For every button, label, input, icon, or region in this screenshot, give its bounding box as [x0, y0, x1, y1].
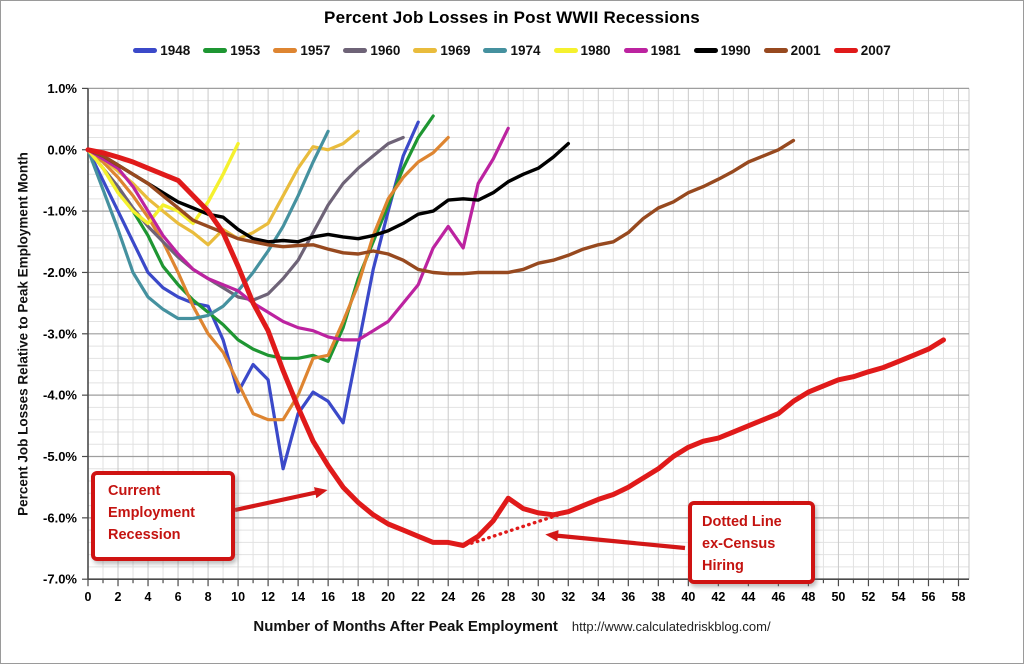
series-line-2007 — [85, 147, 946, 548]
legend-item-1974: 1974 — [483, 43, 541, 58]
svg-text:44: 44 — [741, 590, 755, 604]
svg-text:0: 0 — [85, 590, 92, 604]
legend-label: 1957 — [300, 43, 331, 58]
svg-text:12: 12 — [261, 590, 275, 604]
legend-item-1957: 1957 — [273, 43, 330, 58]
legend-swatch-1990 — [693, 48, 718, 53]
legend-item-1953: 1953 — [203, 43, 260, 58]
series-line-1990 — [86, 141, 570, 244]
svg-text:26: 26 — [471, 590, 485, 604]
svg-text:40: 40 — [681, 590, 695, 604]
arrow-current-recession — [234, 487, 328, 513]
svg-text:32: 32 — [561, 590, 575, 604]
svg-text:0.0%: 0.0% — [47, 142, 77, 157]
svg-text:2: 2 — [115, 590, 122, 604]
svg-text:-6.0%: -6.0% — [43, 510, 77, 525]
svg-text:56: 56 — [922, 590, 936, 604]
series-line-1974 — [86, 129, 330, 321]
legend-swatch-2007 — [833, 48, 858, 53]
legend-label: 1981 — [650, 43, 681, 58]
svg-text:20: 20 — [381, 590, 395, 604]
series-line-1957 — [86, 135, 450, 422]
legend: 1948 1953 1957 1960 1969 1974 1980 1981 1990 2001… — [1, 43, 1023, 58]
legend-swatch-1981 — [623, 48, 648, 53]
svg-text:-3.0%: -3.0% — [43, 326, 77, 341]
legend-swatch-1960 — [343, 48, 368, 53]
svg-text:42: 42 — [711, 590, 725, 604]
y-axis-label: Percent Job Losses Relative to Peak Empl… — [15, 152, 31, 516]
legend-label: 1960 — [370, 43, 401, 58]
x-axis-label-row: Number of Months After Peak Employment h… — [1, 618, 1023, 635]
legend-item-1969: 1969 — [413, 43, 470, 58]
annotation-arrows — [234, 487, 686, 551]
legend-label: 1974 — [510, 43, 541, 58]
svg-text:54: 54 — [892, 590, 906, 604]
tick-labels-y: 1.0% 0.0% -1.0% -2.0% -3.0% -4.0% -5.0% -6.0% -7… — [43, 81, 77, 587]
arrow-dotted-ex-census — [545, 530, 686, 551]
legend-item-1990: 1990 — [693, 43, 751, 58]
svg-text:24: 24 — [441, 590, 455, 604]
annotation-dotted-ex-census: Dotted Line ex-Census Hiring — [688, 501, 815, 584]
svg-text:-7.0%: -7.0% — [43, 572, 77, 587]
svg-text:-4.0%: -4.0% — [43, 388, 77, 403]
svg-text:18: 18 — [351, 590, 365, 604]
legend-swatch-1980 — [553, 48, 578, 53]
site-url: http://www.calculatedriskblog.com/ — [571, 619, 771, 634]
legend-label: 1948 — [160, 43, 191, 58]
legend-swatch-1957 — [273, 48, 298, 53]
legend-swatch-1974 — [483, 48, 508, 53]
legend-swatch-1953 — [203, 48, 228, 53]
tick-labels-x: 0 2 4 6 8 10 12 14 16 18 20 22 24 26 28 30 32 34 36 38 40 42 4… — [85, 590, 966, 604]
svg-text:-5.0%: -5.0% — [43, 449, 77, 464]
svg-text:58: 58 — [952, 590, 966, 604]
svg-text:1.0%: 1.0% — [47, 81, 77, 96]
legend-item-1960: 1960 — [343, 43, 400, 58]
legend-swatch-1969 — [413, 48, 438, 53]
axes — [82, 87, 969, 587]
legend-item-1980: 1980 — [553, 43, 611, 58]
legend-label: 1980 — [580, 43, 611, 58]
svg-text:50: 50 — [831, 590, 845, 604]
series-line-1948 — [86, 120, 420, 471]
svg-text:28: 28 — [501, 590, 515, 604]
legend-item-1981: 1981 — [623, 43, 681, 58]
annotation-current-recession: Current Employment Recession — [91, 471, 235, 561]
svg-text:6: 6 — [175, 590, 182, 604]
svg-text:48: 48 — [801, 590, 815, 604]
svg-text:16: 16 — [321, 590, 335, 604]
svg-text:34: 34 — [591, 590, 605, 604]
legend-label: 1969 — [440, 43, 471, 58]
svg-text:36: 36 — [621, 590, 635, 604]
svg-text:14: 14 — [291, 590, 305, 604]
svg-text:-1.0%: -1.0% — [43, 204, 77, 219]
legend-label: 2001 — [790, 43, 821, 58]
series-line-1980 — [86, 141, 240, 226]
legend-swatch-2001 — [763, 48, 788, 53]
legend-item-2001: 2001 — [763, 43, 821, 58]
svg-text:30: 30 — [531, 590, 545, 604]
svg-text:10: 10 — [231, 590, 245, 604]
legend-label: 1990 — [720, 43, 751, 58]
svg-text:4: 4 — [145, 590, 152, 604]
x-axis-label: Number of Months After Peak Employment — [253, 618, 558, 635]
svg-text:52: 52 — [861, 590, 875, 604]
svg-text:-2.0%: -2.0% — [43, 265, 77, 280]
svg-text:22: 22 — [411, 590, 425, 604]
svg-text:46: 46 — [771, 590, 785, 604]
series-line-1981 — [86, 126, 510, 342]
legend-label: 2007 — [860, 43, 891, 58]
legend-swatch-1948 — [133, 48, 158, 53]
legend-item-1948: 1948 — [133, 43, 190, 58]
series-line-2001 — [86, 138, 796, 276]
legend-item-2007: 2007 — [833, 43, 891, 58]
svg-text:38: 38 — [651, 590, 665, 604]
page-title: Percent Job Losses in Post WWII Recessio… — [324, 8, 700, 27]
svg-text:8: 8 — [205, 590, 212, 604]
legend-label: 1953 — [230, 43, 261, 58]
